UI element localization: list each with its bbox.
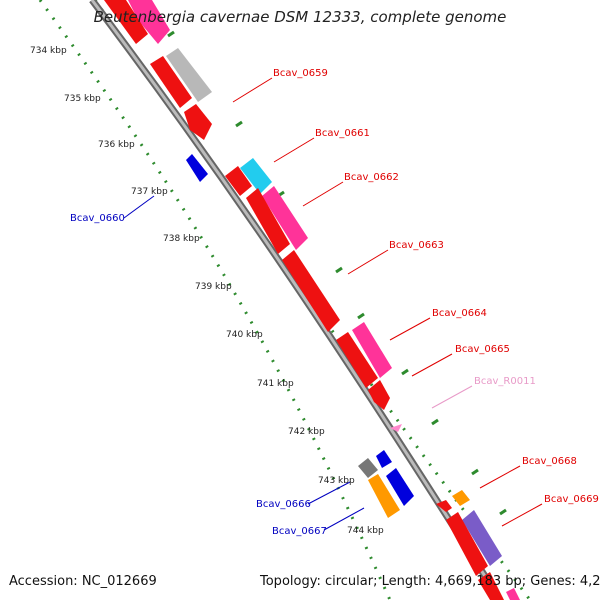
tick-label-739: 739 kbp — [195, 282, 232, 292]
tick-label-734: 734 kbp — [30, 46, 67, 56]
gene-label-bcav-0667: Bcav_0667 — [272, 526, 327, 537]
gene-bcav-0659-gray — [166, 48, 212, 102]
gene-bcav-0665-red — [368, 380, 390, 410]
tick-label-742: 742 kbp — [288, 427, 325, 437]
gene-label-bcav-0659: Bcav_0659 — [273, 68, 328, 79]
gene-bcav-0664-pink — [352, 322, 392, 378]
gene-labels: Bcav_0659 Bcav_0660 Bcav_0661 Bcav_0662 … — [70, 68, 599, 537]
gene-bcav-0666-gray — [358, 458, 378, 478]
gene-bcav-0669-red — [446, 512, 488, 576]
gene-bcav-0662-pink — [262, 186, 308, 250]
map-title: Beutenbergia cavernae DSM 12333, complet… — [93, 8, 507, 26]
gene-bcav-0668-red — [436, 500, 452, 512]
accession-text: Accession: NC_012669 — [9, 574, 157, 589]
label-leaders — [123, 77, 543, 531]
tick-label-744: 744 kbp — [347, 526, 384, 536]
reverse-genes — [186, 154, 414, 518]
gene-bcav-0666-blue2 — [386, 468, 414, 506]
gene-label-bcav-0665: Bcav_0665 — [455, 344, 510, 355]
gene-pink-top — [128, 0, 170, 44]
gene-label-bcav-0662: Bcav_0662 — [344, 172, 399, 183]
gene-label-bcav-0663: Bcav_0663 — [389, 240, 444, 251]
tick-label-741: 741 kbp — [257, 379, 294, 389]
gene-red-top — [104, 0, 148, 44]
tick-label-743: 743 kbp — [318, 476, 355, 486]
gene-label-bcav-0666: Bcav_0666 — [256, 499, 311, 510]
tick-label-738: 738 kbp — [163, 234, 200, 244]
gene-r0011-pink — [390, 424, 402, 432]
tick-labels: 734 kbp 735 kbp 736 kbp 737 kbp 738 kbp … — [30, 46, 384, 536]
gene-label-bcav-r0011: Bcav_R0011 — [474, 376, 536, 387]
genome-backbone — [89, 0, 503, 600]
gene-label-bcav-0661: Bcav_0661 — [315, 128, 370, 139]
gene-bcav-0668-orange — [452, 490, 470, 506]
tick-label-740: 740 kbp — [226, 330, 263, 340]
tick-label-736: 736 kbp — [98, 140, 135, 150]
gene-label-bcav-0668: Bcav_0668 — [522, 456, 577, 467]
forward-genes — [104, 0, 520, 600]
inner-tick-track — [38, 0, 392, 600]
gene-bcav-0660-blue — [186, 154, 208, 182]
outer-major-ticks — [167, 30, 507, 516]
gene-bcav-0659-red — [150, 56, 192, 108]
gene-bcav-0663-red — [282, 250, 340, 332]
gene-label-bcav-0660: Bcav_0660 — [70, 213, 125, 224]
gene-bcav-0669-purple — [462, 510, 502, 566]
gene-bcav-0661-red — [225, 166, 252, 196]
gene-bcav-0662-red — [246, 188, 290, 254]
gene-bcav-0667-orange — [368, 474, 400, 518]
gene-bottom-pink — [506, 588, 520, 600]
gene-label-bcav-0664: Bcav_0664 — [432, 308, 487, 319]
gene-bcav-0664-red — [336, 332, 378, 388]
tick-label-735: 735 kbp — [64, 94, 101, 104]
tick-label-737: 737 kbp — [131, 187, 168, 197]
gene-bottom-red — [478, 572, 504, 600]
gene-bcav-0666-blue — [376, 450, 392, 468]
gene-bcav-0661-cyan — [240, 158, 272, 194]
gene-small-red — [184, 104, 212, 140]
gene-label-bcav-0669: Bcav_0669 — [544, 494, 599, 505]
topology-info: Topology: circular; Length: 4,669,183 bp… — [260, 574, 600, 589]
